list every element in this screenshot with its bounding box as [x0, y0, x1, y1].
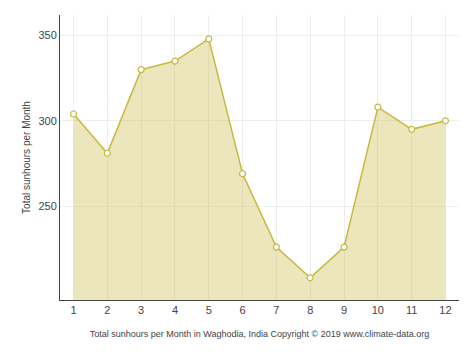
svg-text:250: 250 [38, 200, 56, 212]
svg-text:9: 9 [341, 304, 347, 316]
svg-text:2: 2 [104, 304, 110, 316]
svg-text:5: 5 [206, 304, 212, 316]
svg-text:300: 300 [38, 115, 56, 127]
svg-text:6: 6 [240, 304, 246, 316]
svg-text:11: 11 [406, 304, 417, 316]
svg-text:7: 7 [273, 304, 279, 316]
svg-text:Total sunhours per Month in Wa: Total sunhours per Month in Waghodia, In… [90, 329, 429, 339]
svg-text:Total sunhours per Month: Total sunhours per Month [21, 101, 32, 214]
svg-text:10: 10 [372, 304, 384, 316]
svg-text:350: 350 [38, 29, 56, 41]
svg-text:1: 1 [70, 304, 76, 316]
svg-text:4: 4 [172, 304, 178, 316]
svg-text:12: 12 [439, 304, 451, 316]
svg-text:8: 8 [307, 304, 313, 316]
svg-text:3: 3 [138, 304, 144, 316]
